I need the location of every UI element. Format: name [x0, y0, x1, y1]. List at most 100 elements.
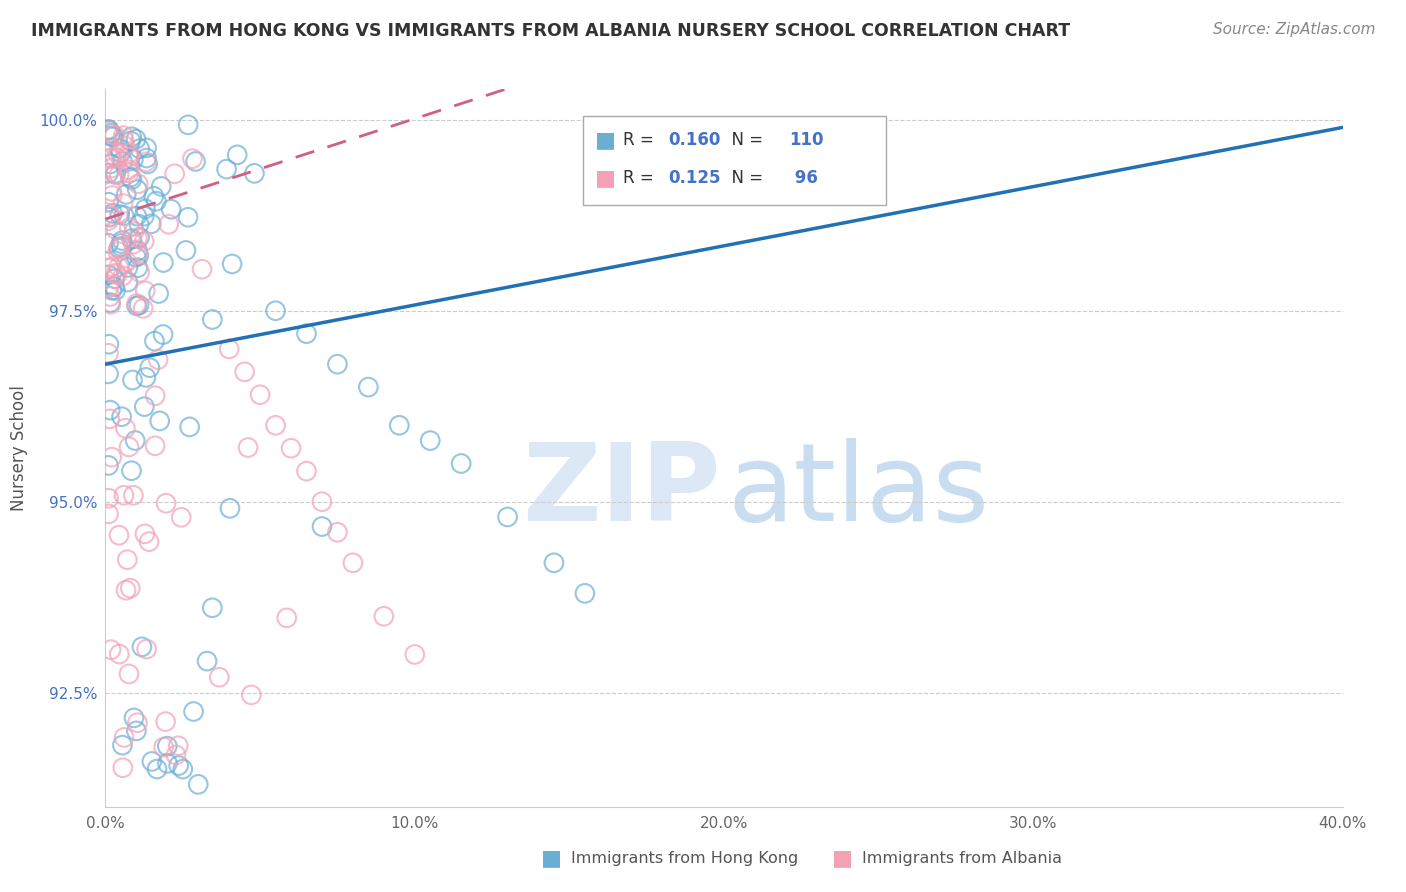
Point: [127, 231, 149, 245]
Point: [100, 161, 122, 175]
Point: [114, 421, 136, 435]
Point: [97, 213, 120, 227]
Text: IMMIGRANTS FROM HONG KONG VS IMMIGRANTS FROM ALBANIA NURSERY SCHOOL CORRELATION : IMMIGRANTS FROM HONG KONG VS IMMIGRANTS …: [31, 22, 1070, 40]
Point: [100, 297, 122, 311]
Point: [125, 250, 148, 264]
Point: [233, 365, 256, 379]
Point: [134, 526, 156, 541]
Point: [100, 283, 122, 297]
Point: [97, 261, 120, 276]
Point: [115, 255, 138, 269]
Point: [128, 298, 150, 312]
Point: [100, 185, 122, 199]
Point: [295, 464, 318, 478]
Point: [264, 418, 287, 433]
Point: [122, 237, 145, 252]
Point: [128, 230, 150, 244]
Point: [311, 494, 333, 508]
Point: [174, 244, 197, 258]
Point: [117, 260, 139, 275]
Point: [243, 166, 266, 180]
Point: [167, 739, 190, 753]
Point: [117, 275, 139, 289]
Point: [108, 168, 131, 182]
Text: 110: 110: [789, 131, 824, 149]
Point: [121, 129, 143, 144]
Point: [134, 202, 156, 216]
Point: [141, 217, 163, 231]
Point: [388, 418, 411, 433]
Point: [145, 194, 167, 209]
Point: [146, 762, 169, 776]
Point: [122, 153, 145, 167]
Point: [112, 731, 135, 745]
Point: [108, 528, 131, 542]
Point: [218, 342, 240, 356]
Point: [135, 151, 157, 165]
Point: [179, 420, 201, 434]
Point: [236, 441, 259, 455]
Point: [98, 210, 121, 224]
Point: [120, 134, 142, 148]
Text: Immigrants from Hong Kong: Immigrants from Hong Kong: [571, 851, 799, 865]
Point: [97, 367, 120, 381]
Point: [125, 723, 148, 738]
Point: [150, 179, 173, 194]
Point: [97, 123, 120, 137]
Point: [163, 167, 186, 181]
Point: [97, 268, 120, 282]
Point: [127, 183, 149, 197]
Text: ZIP: ZIP: [522, 438, 720, 544]
Point: [152, 739, 174, 754]
Point: [118, 150, 141, 164]
Point: [111, 738, 134, 752]
Text: 96: 96: [789, 169, 818, 187]
Point: [98, 403, 121, 417]
Point: [496, 510, 519, 524]
Text: N =: N =: [721, 131, 769, 149]
Text: N =: N =: [721, 169, 769, 187]
Point: [342, 556, 364, 570]
Point: [112, 128, 135, 143]
Point: [295, 326, 318, 341]
Point: [311, 519, 333, 533]
Point: [201, 312, 224, 326]
Point: [219, 501, 242, 516]
Point: [118, 166, 141, 180]
Point: [280, 441, 302, 455]
Point: [419, 434, 441, 448]
Point: [98, 289, 121, 303]
Point: [111, 409, 134, 424]
Point: [110, 239, 132, 253]
Point: [326, 357, 349, 371]
Point: [160, 202, 183, 217]
Point: [108, 647, 131, 661]
Point: [98, 295, 121, 310]
Point: [148, 286, 170, 301]
Point: [404, 648, 426, 662]
Point: [120, 170, 142, 185]
Point: [97, 125, 120, 139]
Point: [97, 195, 120, 210]
Text: 0.160: 0.160: [668, 131, 720, 149]
Point: [132, 301, 155, 316]
Point: [156, 756, 179, 771]
Point: [104, 222, 127, 236]
Point: [97, 458, 120, 473]
Point: [373, 609, 395, 624]
Point: [97, 507, 120, 521]
Text: Immigrants from Albania: Immigrants from Albania: [862, 851, 1062, 865]
Point: [101, 260, 124, 274]
Point: [103, 279, 125, 293]
Point: [149, 414, 172, 428]
Point: [128, 142, 150, 156]
Point: [108, 241, 131, 255]
Point: [111, 761, 134, 775]
Point: [108, 141, 131, 155]
Point: [128, 248, 150, 262]
Point: [157, 217, 180, 231]
Point: [127, 260, 149, 275]
Point: [97, 491, 120, 506]
Point: [107, 244, 129, 259]
Point: [177, 211, 200, 225]
